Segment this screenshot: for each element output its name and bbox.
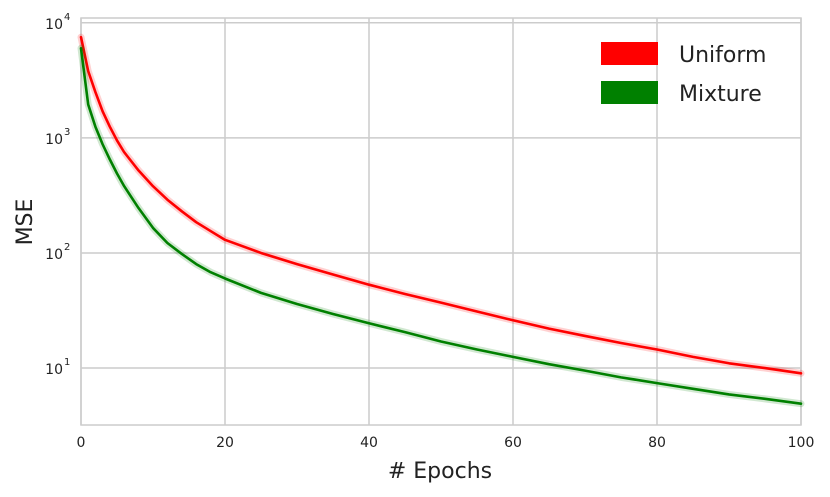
y-axis-title: MSE bbox=[13, 199, 38, 246]
legend-label-uniform: Uniform bbox=[679, 43, 766, 68]
y-tick-label: 10 3 bbox=[45, 127, 70, 148]
x-tick-label: 60 bbox=[504, 435, 522, 451]
y-tick-base: 10 bbox=[45, 362, 63, 378]
y-tick-label: 10 2 bbox=[45, 242, 70, 263]
legend-swatch-mixture bbox=[601, 81, 658, 104]
series-line-mixture bbox=[79, 46, 803, 406]
series-line-uniform bbox=[79, 35, 803, 375]
legend-label-mixture: Mixture bbox=[679, 82, 762, 107]
y-tick-exponent: 1 bbox=[64, 357, 70, 368]
series-layer bbox=[77, 33, 805, 408]
y-tick-exponent: 4 bbox=[64, 12, 70, 23]
legend-swatch-uniform bbox=[601, 42, 658, 65]
y-tick-base: 10 bbox=[45, 132, 63, 148]
y-tick-label: 10 1 bbox=[45, 357, 70, 378]
y-tick-exponent: 3 bbox=[64, 127, 70, 138]
x-tick-labels: 0 20 40 60 80 100 bbox=[77, 435, 815, 451]
grid bbox=[80, 18, 802, 425]
legend: Uniform Mixture bbox=[601, 42, 766, 107]
y-tick-exponent: 2 bbox=[64, 242, 70, 253]
y-tick-label: 10 4 bbox=[45, 12, 70, 33]
x-tick-label: 100 bbox=[788, 435, 815, 451]
x-tick-label: 40 bbox=[360, 435, 378, 451]
plot-frame bbox=[80, 17, 802, 426]
x-axis-title: # Epochs bbox=[388, 459, 492, 484]
y-tick-base: 10 bbox=[45, 247, 63, 263]
y-tick-base: 10 bbox=[45, 17, 63, 33]
x-tick-label: 0 bbox=[77, 435, 86, 451]
x-tick-label: 20 bbox=[216, 435, 234, 451]
x-tick-label: 80 bbox=[648, 435, 666, 451]
